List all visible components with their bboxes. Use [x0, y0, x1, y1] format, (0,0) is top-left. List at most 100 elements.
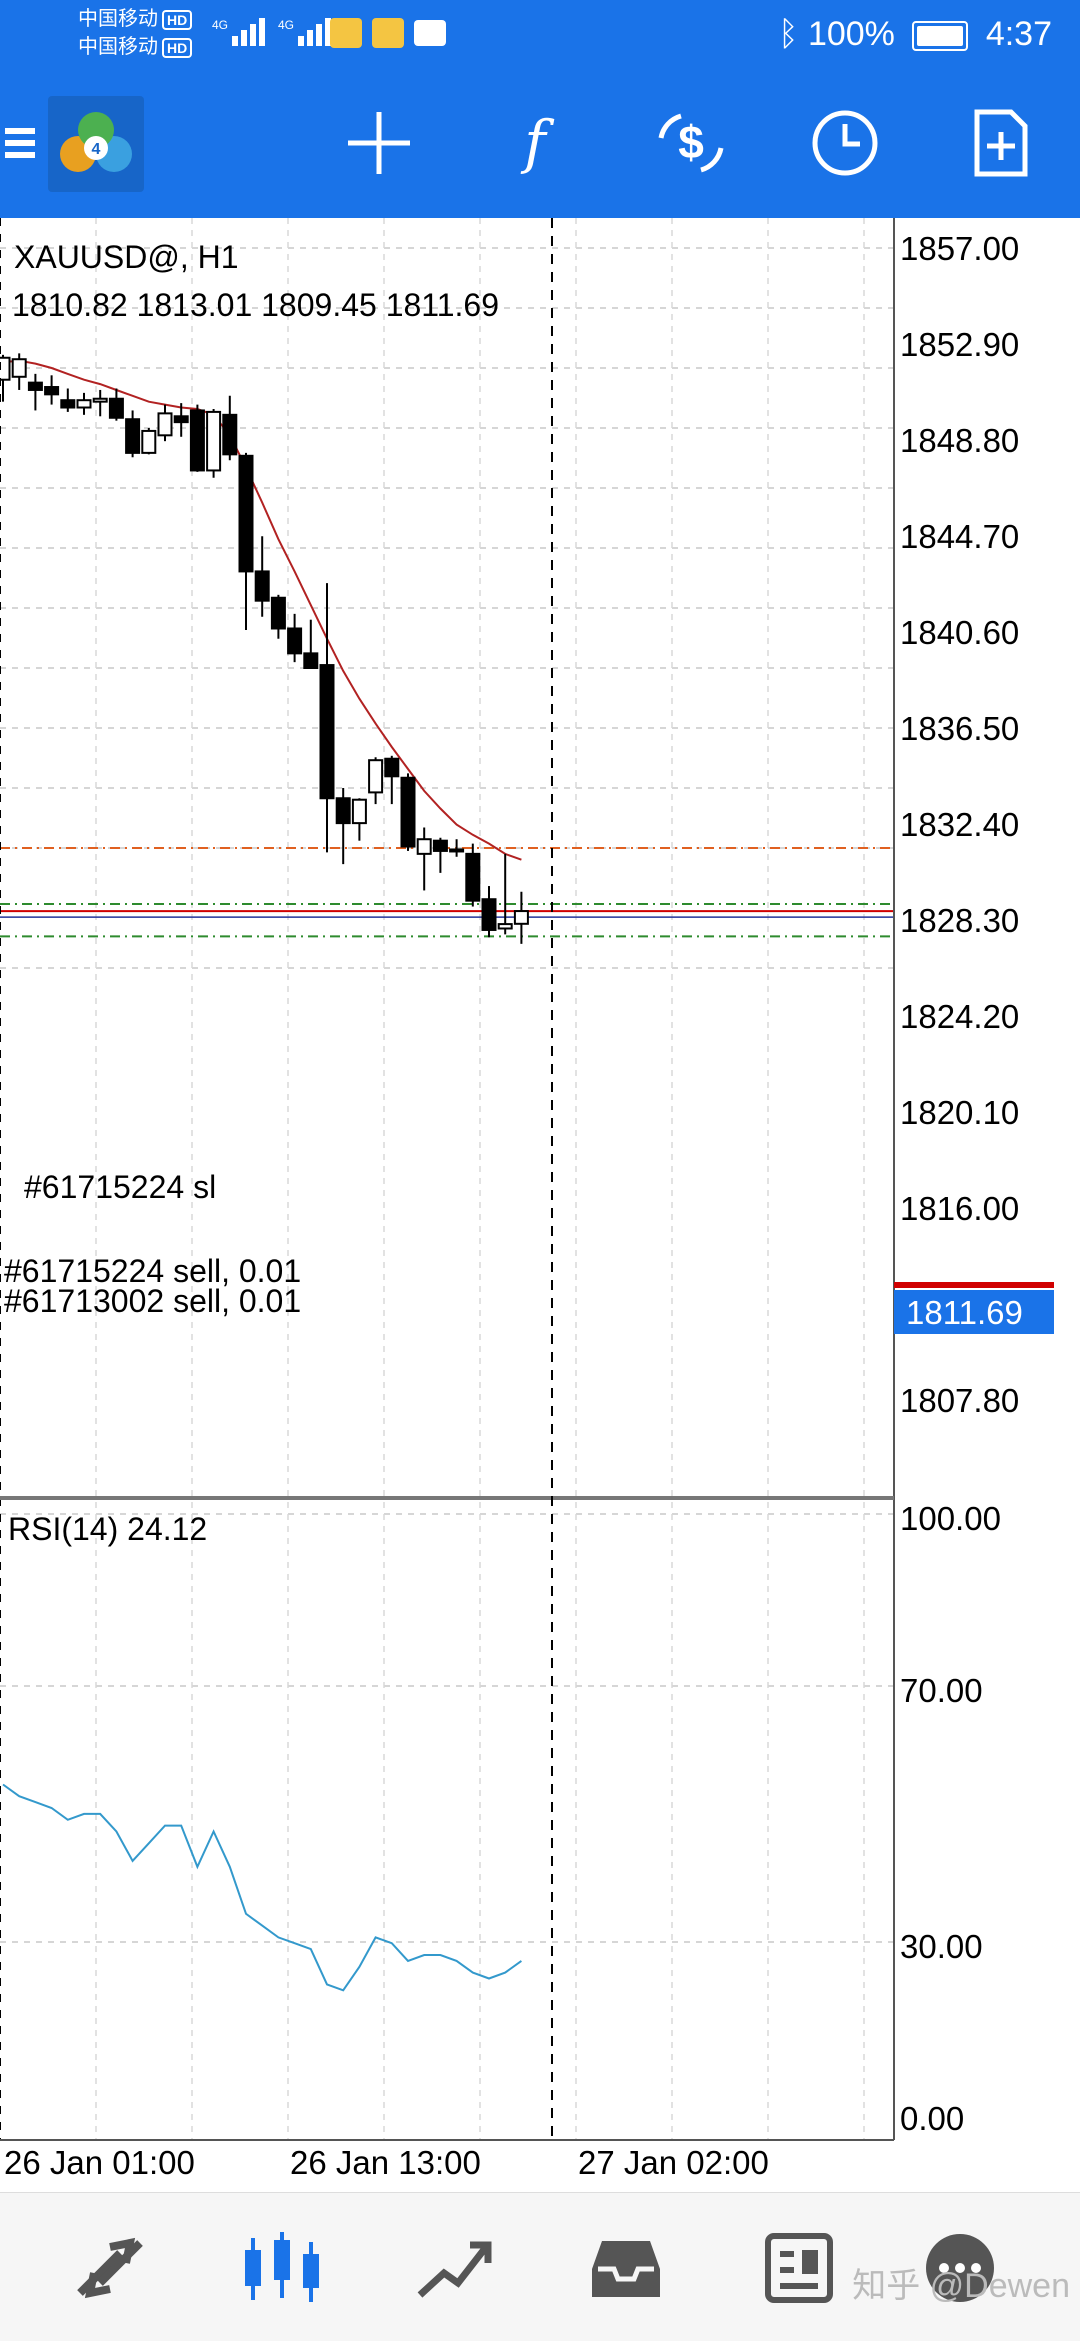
bottom-nav: 知乎 @Dewen [0, 2192, 1080, 2341]
bid-marker [894, 1282, 1054, 1288]
rsi-tick: 70.00 [900, 1672, 983, 1709]
clock: 4:37 [985, 15, 1052, 53]
price-tick: 1832.40 [900, 806, 1019, 843]
chart-icon[interactable] [232, 2223, 332, 2313]
candle-body [368, 759, 384, 794]
carrier-1: 中国移动 HD [78, 8, 193, 30]
messages-icon[interactable] [910, 2223, 1010, 2313]
price-tick: 1820.10 [900, 1094, 1019, 1131]
sell-order-label-2: #61713002 sell, 0.01 [4, 1283, 301, 1319]
notification-icon-2 [372, 18, 404, 48]
price-tick: 1844.70 [900, 518, 1019, 555]
svg-text:f: f [520, 108, 555, 176]
net-type-2: 4G [278, 18, 295, 32]
candle-body [27, 381, 43, 391]
symbol-change-icon[interactable]: $ [648, 100, 734, 186]
news-icon[interactable] [748, 2223, 848, 2313]
time-label: 26 Jan 13:00 [290, 2144, 481, 2178]
candle-body [335, 797, 351, 825]
candle-body [238, 454, 254, 573]
candle-body [0, 356, 11, 381]
price-tick: 1807.80 [900, 1382, 1019, 1419]
signal-icon-2: 4G [278, 18, 334, 46]
candle-body [497, 923, 513, 930]
menu-icon[interactable] [0, 100, 40, 186]
battery-percent: 100% [807, 15, 895, 53]
candle-body [254, 570, 270, 602]
candle-body [76, 399, 92, 409]
rsi-line [2, 1783, 522, 1992]
candle-body [108, 397, 124, 419]
price-tick: 1852.90 [900, 326, 1019, 363]
moving-average-line [2, 359, 522, 861]
chart-toolbar: 4 f $ [0, 70, 1080, 218]
carrier-2: 中国移动 HD [78, 36, 193, 58]
status-bar: 中国移动 HD 中国移动 HD 4G 4G ᛒ 100% 4:37 [0, 0, 1080, 70]
trade-icon[interactable] [404, 2223, 504, 2313]
order-levels [0, 847, 894, 938]
carrier-2-label: 中国移动 [78, 36, 158, 58]
watermark: 知乎 @Dewen [852, 2267, 1070, 2305]
candle-body [432, 839, 448, 852]
candle-body [141, 429, 157, 454]
rsi-tick: 30.00 [900, 1928, 983, 1965]
candle-body [513, 910, 529, 925]
candle-body [287, 627, 303, 655]
candle-body [173, 415, 189, 424]
candle-body [465, 852, 481, 902]
current-price-tag [894, 1290, 1054, 1334]
price-axis: 1857.00 1852.90 1848.80 1844.70 1840.60 … [900, 230, 1019, 1419]
hd-badge: HD [162, 10, 193, 30]
candle-body [303, 652, 319, 669]
sl-order-label: #61715224 sl [24, 1169, 216, 1205]
candle-body [92, 397, 108, 403]
candle-body [60, 399, 76, 409]
candle-body [125, 418, 141, 454]
candle-body [319, 664, 335, 800]
sms-icon [414, 20, 446, 46]
candles [0, 353, 529, 944]
rsi-tick: 0.00 [900, 2100, 964, 2137]
battery-icon [912, 21, 969, 52]
crosshair-icon[interactable] [336, 100, 422, 186]
candle-body [449, 848, 465, 853]
notification-icon-1 [330, 18, 362, 48]
current-price-label: 1811.69 [906, 1294, 1023, 1331]
svg-text:$: $ [678, 116, 704, 168]
price-tick: 1816.00 [900, 1190, 1019, 1227]
candle-body [206, 410, 222, 472]
candle-body [157, 412, 173, 437]
sell-order-label-1: #61715224 sell, 0.01 [4, 1253, 301, 1289]
symbol-label: XAUUSD@, H1 [14, 239, 239, 275]
svg-text:4: 4 [92, 141, 101, 158]
timeframe-icon[interactable] [802, 100, 888, 186]
status-right: ᛒ 100% 4:37 [778, 14, 1052, 54]
price-tick: 1840.60 [900, 614, 1019, 651]
candle-body [44, 386, 60, 396]
rsi-label: RSI(14) 24.12 [8, 1511, 207, 1547]
price-tick: 1828.30 [900, 902, 1019, 939]
candle-body [384, 757, 400, 778]
carrier-1-label: 中国移动 [78, 8, 158, 30]
app-logo[interactable]: 4 [48, 96, 144, 192]
time-label: 26 Jan 01:00 [4, 2144, 195, 2178]
time-label: 27 Jan 02:00 [578, 2144, 769, 2178]
candle-body [400, 776, 416, 848]
rsi-tick: 100.00 [900, 1500, 1001, 1537]
candle-body [189, 409, 205, 472]
quotes-icon[interactable] [60, 2223, 160, 2313]
candle-body [416, 838, 432, 855]
new-order-icon[interactable] [958, 100, 1044, 186]
grid [0, 218, 894, 2140]
signal-icon-1: 4G [212, 18, 268, 46]
price-tick: 1857.00 [900, 230, 1019, 267]
candle-body [222, 413, 238, 456]
chart-area[interactable]: XAUUSD@, H1 1810.82 1813.01 1809.45 1811… [0, 218, 1080, 2181]
hd-badge-2: HD [162, 38, 193, 58]
history-icon[interactable] [576, 2223, 676, 2313]
price-tick: 1824.20 [900, 998, 1019, 1035]
chart-svg[interactable]: XAUUSD@, H1 1810.82 1813.01 1809.45 1811… [0, 218, 1080, 2181]
indicators-icon[interactable]: f [492, 100, 578, 186]
candle-body [270, 596, 286, 630]
candle-body [351, 798, 367, 825]
